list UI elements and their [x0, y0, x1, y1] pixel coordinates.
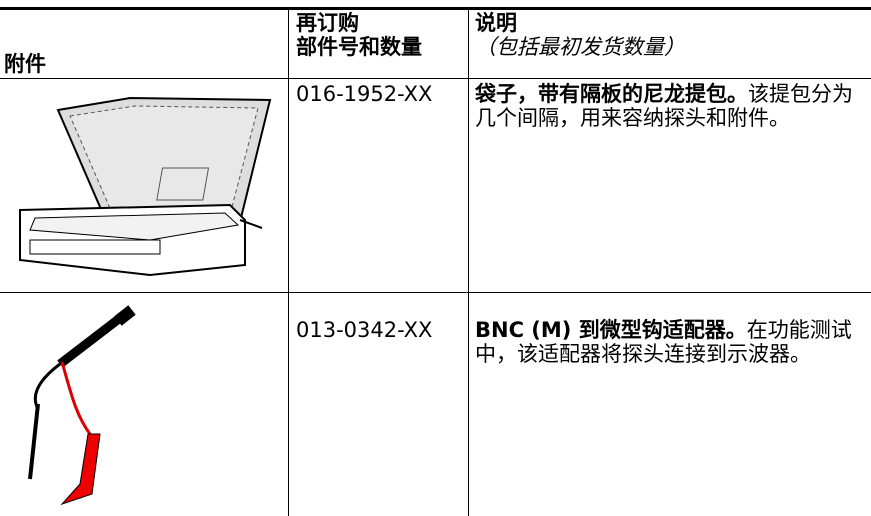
adapter-illustration	[28, 305, 136, 506]
part-number: 016-1952-XX	[296, 82, 433, 106]
header-reorder-line1: 再订购	[296, 11, 359, 35]
header-description-line2: （包括最初发货数量）	[475, 35, 685, 59]
description: BNC (M) 到微型钩适配器。在功能测试中，该适配器将探头连接到示波器。	[475, 318, 855, 366]
column-rule	[468, 10, 469, 516]
description: 袋子，带有隔板的尼龙提包。该提包分为几个间隔，用来容纳探头和附件。	[475, 82, 855, 130]
description-title: 袋子，带有隔板的尼龙提包。	[475, 82, 748, 106]
description-text: 在功能测试中，该适配器将探头连接到示波器。	[475, 318, 852, 366]
column-rule	[288, 10, 289, 516]
part-number: 013-0342-XX	[296, 318, 433, 342]
description-title: BNC (M) 到微型钩适配器。	[475, 318, 747, 342]
header-rule	[0, 78, 871, 79]
header-description-line1: 说明	[475, 11, 517, 35]
row-rule	[0, 292, 871, 293]
bag-illustration	[19, 96, 272, 277]
description-text: 该提包分为几个间隔，用来容纳探头和附件。	[475, 82, 853, 130]
header-accessory: 附件	[4, 52, 46, 76]
header-reorder-line2: 部件号和数量	[296, 35, 422, 59]
top-rule	[0, 7, 871, 10]
